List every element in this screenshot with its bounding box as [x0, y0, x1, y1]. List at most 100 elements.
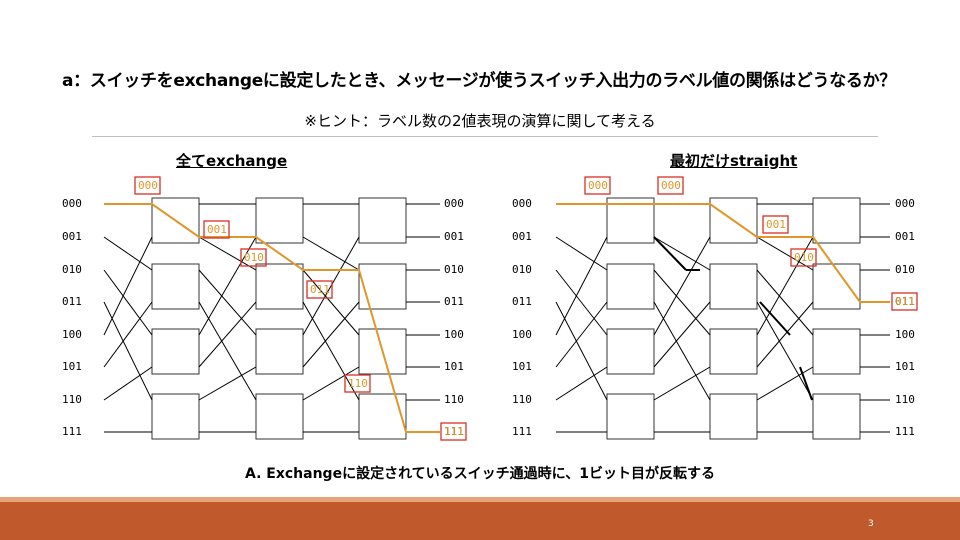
left-path-label-box: [134, 176, 161, 195]
left-path-label-box: [440, 422, 467, 441]
shuffle-link: [302, 366, 360, 401]
output-port-label: 101: [895, 360, 915, 373]
input-port-label: 100: [62, 328, 82, 341]
left-path-label: 010: [244, 251, 264, 264]
switch-box: [358, 197, 407, 244]
output-port-label: 100: [444, 328, 464, 341]
shuffle-link: [756, 269, 814, 336]
shuffle-link: [103, 301, 153, 368]
input-port-label: 010: [512, 263, 532, 276]
shuffle-link: [103, 236, 153, 271]
left-path-label: 110: [348, 377, 368, 390]
shuffle-link: [103, 301, 153, 401]
question-title: a：スイッチをexchangeに設定したとき、メッセージが使うスイッチ入出力のラ…: [62, 71, 896, 91]
right-path-label: 000: [588, 179, 608, 192]
output-port-label: 001: [444, 230, 464, 243]
shuffle-link: [198, 236, 257, 271]
switch-box: [709, 393, 758, 440]
output-port-label: 001: [895, 230, 915, 243]
input-port-label: 001: [512, 230, 532, 243]
left-subtitle: 全てexchange: [176, 152, 288, 170]
switch-box: [606, 393, 655, 440]
shuffle-link: [103, 366, 153, 401]
answer-text: A. Exchangeに設定されているスイッチ通過時に、1ビット目が反転する: [245, 466, 715, 482]
shuffle-link: [555, 366, 608, 401]
shuffle-link: [103, 269, 153, 336]
shuffle-link: [555, 269, 608, 336]
shuffle-link: [756, 301, 814, 368]
shuffle-link: [555, 301, 608, 401]
right-subtitle: 最初だけstraight: [670, 152, 798, 170]
left-path-label-box: [344, 374, 371, 393]
straight-link: [759, 301, 791, 336]
network-first-straight: 000 000 001 001 010 010 011 011 100 100 101 101 110 1…: [512, 176, 918, 440]
switch-box: [606, 197, 655, 244]
shuffle-link: [555, 236, 608, 271]
input-port-label: 010: [62, 263, 82, 276]
switch-box: [812, 197, 861, 244]
shuffle-link: [653, 301, 711, 401]
output-port-label: 010: [444, 263, 464, 276]
shuffle-link: [198, 301, 257, 368]
shuffle-link: [302, 236, 360, 271]
input-port-label: 100: [512, 328, 532, 341]
shuffle-link: [198, 269, 257, 336]
right-path-label: 000: [661, 179, 681, 192]
switch-box: [255, 263, 304, 310]
input-port-label: 011: [512, 295, 532, 308]
shuffle-link: [756, 366, 814, 401]
divider: [92, 136, 878, 137]
input-port-label: 001: [62, 230, 82, 243]
input-port-label: 110: [512, 393, 532, 406]
output-port-label: 110: [895, 393, 915, 406]
page-number: 3: [868, 519, 874, 529]
left-path-label-box: [306, 280, 333, 299]
shuffle-link: [756, 236, 814, 271]
footer-bar: [0, 497, 960, 540]
network-all-exchange: 000 000 001 001 010 010 011 011 100 100 101 101 110 1…: [62, 176, 467, 441]
switch-box: [255, 328, 304, 375]
output-port-label: 100: [895, 328, 915, 341]
left-path-label-box: [240, 248, 267, 267]
switch-box: [358, 393, 407, 440]
switch-box: [606, 263, 655, 310]
input-port-label: 101: [62, 360, 82, 373]
input-port-label: 111: [512, 425, 532, 438]
hint-text: ※ヒント：ラベル数の2値表現の演算に関して考える: [304, 112, 656, 130]
message-path-right: [556, 203, 890, 303]
shuffle-link: [198, 301, 257, 401]
input-port-label: 000: [512, 197, 532, 210]
output-port-label: 000: [444, 197, 464, 210]
output-port-label: 111: [895, 425, 915, 438]
left-path-label: 111: [444, 425, 464, 438]
input-port-label: 011: [62, 295, 82, 308]
switch-box: [358, 263, 407, 310]
shuffle-link: [198, 236, 257, 336]
right-path-label-box: [584, 176, 611, 195]
shuffle-link: [198, 366, 257, 401]
shuffle-link: [653, 366, 711, 401]
output-port-label: 011: [444, 295, 464, 308]
switch-box: [151, 393, 200, 440]
left-path-label-box: [203, 220, 230, 239]
right-path-label-box: [657, 176, 684, 195]
input-port-label: 111: [62, 425, 82, 438]
straight-link: [653, 236, 687, 271]
shuffle-link: [653, 236, 711, 271]
output-port-label: 011: [895, 295, 915, 308]
output-port-label: 000: [895, 197, 915, 210]
message-path-left: [104, 203, 440, 433]
shuffle-link: [555, 301, 608, 368]
input-port-label: 000: [62, 197, 82, 210]
right-path-label: 011: [895, 295, 915, 308]
shuffle-link: [653, 236, 711, 336]
shuffle-link: [103, 236, 153, 336]
shuffle-link: [653, 269, 711, 336]
right-path-label-box: [790, 248, 817, 267]
switch-box: [812, 263, 861, 310]
switch-box: [812, 328, 861, 375]
left-path-label: 000: [138, 179, 158, 192]
switch-box: [709, 263, 758, 310]
output-port-label: 010: [895, 263, 915, 276]
output-port-label: 110: [444, 393, 464, 406]
